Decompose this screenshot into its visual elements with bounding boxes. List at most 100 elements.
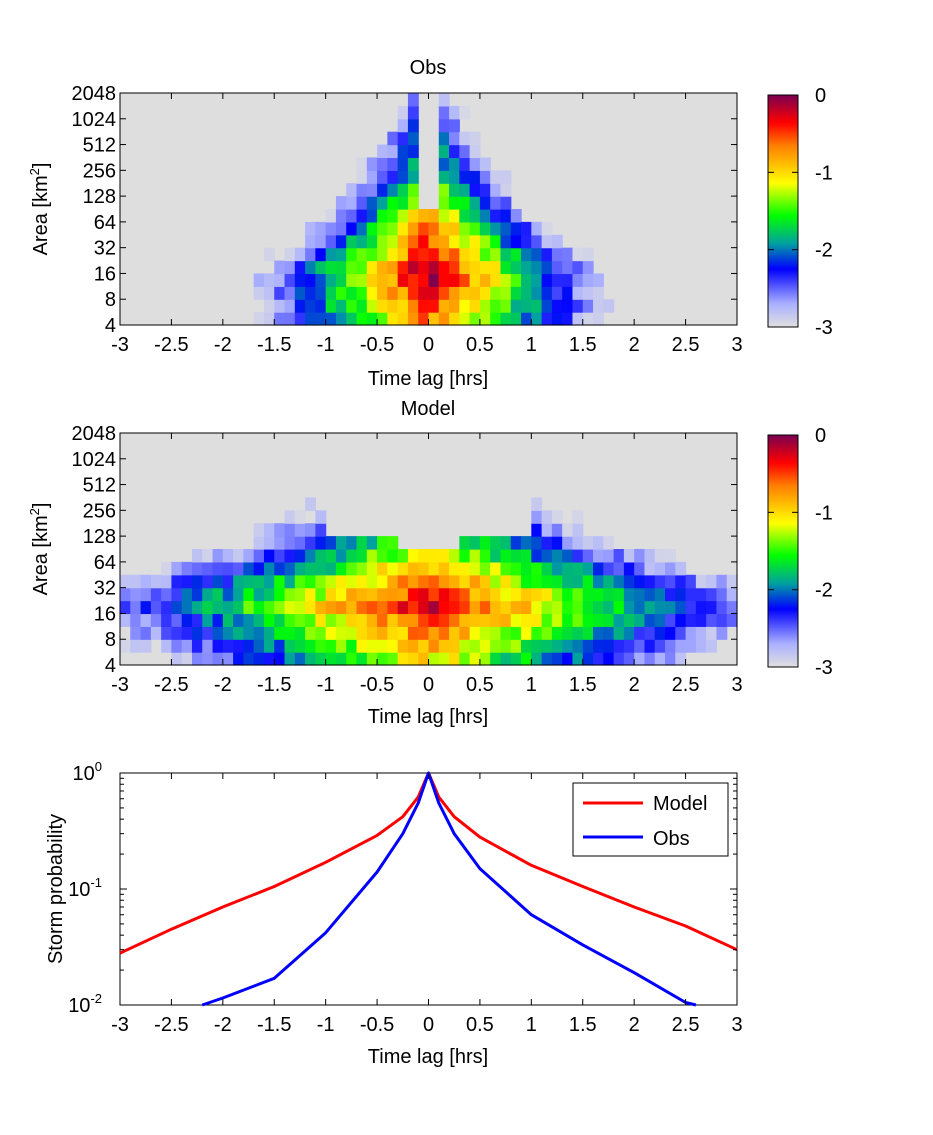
heatmap-cell <box>346 613 358 627</box>
heatmap-cell <box>510 613 522 627</box>
heatmap-cell <box>233 626 244 640</box>
x-tick-label: -1.5 <box>257 1014 291 1036</box>
heatmap-cell <box>161 613 173 627</box>
heatmap-cell <box>335 196 347 210</box>
heatmap-cell <box>222 600 234 615</box>
heatmap-cell <box>397 105 409 120</box>
heatmap-cell <box>479 600 491 615</box>
heatmap-cell <box>479 639 491 653</box>
heatmap-cell <box>726 587 738 602</box>
heatmap-cell <box>644 639 656 653</box>
heatmap-cell <box>438 93 450 107</box>
heatmap-cell <box>500 183 512 197</box>
heatmap-cell <box>253 273 265 287</box>
heatmap-cell <box>541 652 553 666</box>
x-tick-label: 2.5 <box>672 334 700 356</box>
heatmap-cell <box>130 639 142 653</box>
heatmap-cell <box>726 613 738 627</box>
heatmap-cell <box>428 652 440 666</box>
heatmap-cell <box>284 299 296 313</box>
heatmap-cell <box>541 639 553 653</box>
x-tick-label: -0.5 <box>360 1014 394 1036</box>
x-tick-label: 1.5 <box>569 334 597 356</box>
heatmap-cell <box>479 626 491 640</box>
heatmap-cell <box>305 523 316 537</box>
heatmap-cell <box>449 260 460 275</box>
heatmap-cell <box>500 536 512 550</box>
y-tick-label: 16 <box>94 263 116 285</box>
heatmap-cell <box>305 626 316 640</box>
y-tick-label: 1024 <box>72 109 117 131</box>
model-y-axis: 4 8 16 32 64 128 256 512 1024 2048 <box>72 423 737 677</box>
heatmap-cell <box>397 299 409 313</box>
heatmap-cell <box>387 260 399 275</box>
heatmap-cell <box>726 600 738 615</box>
heatmap-cell <box>438 131 450 146</box>
heatmap-cell <box>397 234 409 249</box>
heatmap-cell <box>335 209 347 223</box>
heatmap-cell <box>377 286 388 300</box>
heatmap-cell <box>335 260 347 275</box>
heatmap-cell <box>459 170 471 184</box>
heatmap-cell <box>263 652 275 666</box>
heatmap-cell <box>418 549 430 563</box>
heatmap-cell <box>500 196 512 210</box>
heatmap-cell <box>562 561 574 576</box>
model-panel: Model -3 -2.5 -2 -1.5 -1 -0.5 0 0.5 1 1.5 2 2.5 3 4 8… <box>27 398 833 728</box>
heatmap-cell <box>500 626 512 640</box>
heatmap-cell <box>407 312 419 326</box>
heatmap-cell <box>644 652 656 666</box>
heatmap-cell <box>243 561 255 576</box>
x-tick-label: -1.5 <box>257 674 291 696</box>
heatmap-cell <box>397 209 409 223</box>
heatmap-cell <box>253 574 265 589</box>
heatmap-cell <box>366 260 378 275</box>
heatmap-cell <box>274 523 286 537</box>
x-tick-label: 1.5 <box>569 674 597 696</box>
heatmap-cell <box>562 574 574 589</box>
heatmap-cell <box>356 536 368 550</box>
heatmap-cell <box>243 600 255 615</box>
heatmap-cell <box>428 549 440 563</box>
heatmap-cell <box>593 626 604 640</box>
heatmap-cell <box>562 523 574 537</box>
heatmap-cell <box>294 639 306 653</box>
heatmap-cell <box>171 626 183 640</box>
heatmap-cell <box>407 587 419 602</box>
heatmap-cell <box>479 234 491 249</box>
heatmap-cell <box>469 574 481 589</box>
heatmap-cell <box>449 639 460 653</box>
x-tick-label: -2.5 <box>154 1014 188 1036</box>
heatmap-cell <box>551 286 563 300</box>
heatmap-cell <box>161 626 173 640</box>
heatmap-cell <box>521 626 532 640</box>
heatmap-cell <box>449 209 460 223</box>
heatmap-cell <box>593 587 604 602</box>
heatmap-cell <box>726 574 738 589</box>
heatmap-cell <box>305 600 316 615</box>
heatmap-cell <box>191 652 203 666</box>
heatmap-cell <box>366 536 378 550</box>
heatmap-cell <box>407 600 419 615</box>
heatmap-cell <box>438 209 450 223</box>
heatmap-cell <box>315 234 327 249</box>
heatmap-cell <box>315 510 327 524</box>
heatmap-cell <box>531 613 543 627</box>
heatmap-cell <box>263 549 275 563</box>
heatmap-cell <box>479 273 491 287</box>
heatmap-cell <box>438 221 450 236</box>
heatmap-cell <box>562 299 574 313</box>
heatmap-cell <box>346 299 358 313</box>
heatmap-cell <box>593 549 604 563</box>
heatmap-cell <box>366 626 378 640</box>
heatmap-cell <box>222 574 234 589</box>
heatmap-cell <box>685 600 697 615</box>
heatmap-cell <box>397 157 409 171</box>
heatmap-cell <box>521 536 532 550</box>
heatmap-cell <box>407 157 419 171</box>
heatmap-cell <box>551 273 563 287</box>
heatmap-cell <box>407 299 419 313</box>
heatmap-cell <box>325 652 337 666</box>
heatmap-cell <box>377 273 388 287</box>
heatmap-cell <box>531 523 543 537</box>
